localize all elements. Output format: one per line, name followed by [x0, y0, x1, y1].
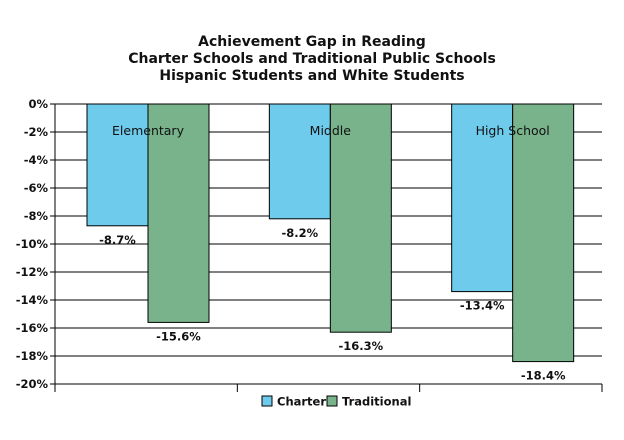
y-tick-label: -16% [16, 321, 49, 335]
category-label: Elementary [112, 123, 185, 138]
chart-title-line-2: Charter Schools and Traditional Public S… [128, 51, 496, 67]
y-tick-label: -20% [16, 377, 49, 391]
data-label: -8.2% [281, 226, 318, 240]
legend-swatch-traditional [326, 395, 338, 407]
bar-traditional-middle [329, 103, 392, 333]
chart-title-line-1: Achievement Gap in Reading [198, 34, 426, 50]
chart-title: Achievement Gap in Reading Charter Schoo… [0, 34, 624, 85]
data-label: -18.4% [521, 369, 566, 383]
bar-traditional-high-school [512, 103, 575, 363]
category-label: High School [476, 123, 550, 138]
bar-charter-high-school [451, 103, 514, 293]
category-labels: Elementary Middle High School [112, 123, 550, 138]
data-labels: -8.7% -15.6% -8.2% -16.3% -13.4% -18.4% [99, 226, 566, 383]
y-tick-label: 0% [28, 97, 48, 111]
y-tick-label: -2% [24, 125, 49, 139]
y-tick-label: -12% [16, 265, 49, 279]
chart-title-line-3: Hispanic Students and White Students [159, 68, 465, 84]
bars [86, 103, 575, 363]
y-axis: 0% -2% -4% -6% -8% -10% -12% -14% -16% -18% -20% [16, 97, 56, 391]
bar-traditional-elementary [147, 103, 210, 323]
data-label: -8.7% [99, 233, 136, 247]
y-tick-label: -14% [16, 293, 49, 307]
legend-swatch-charter [261, 395, 273, 407]
y-tick-label: -6% [24, 181, 49, 195]
data-label: -13.4% [460, 299, 505, 313]
y-tick-label: -10% [16, 237, 49, 251]
legend-label-traditional: Traditional [342, 395, 411, 409]
legend-label-charter: Charter [277, 395, 326, 409]
x-axis [54, 384, 603, 392]
legend: Charter Traditional [261, 395, 411, 409]
category-label: Middle [310, 123, 352, 138]
bar-charter-elementary [86, 103, 149, 227]
data-label: -16.3% [338, 339, 383, 353]
y-tick-label: -4% [24, 153, 49, 167]
bar-charter-middle [268, 103, 331, 220]
y-tick-label: -18% [16, 349, 49, 363]
data-label: -15.6% [156, 329, 201, 343]
y-tick-label: -8% [24, 209, 49, 223]
